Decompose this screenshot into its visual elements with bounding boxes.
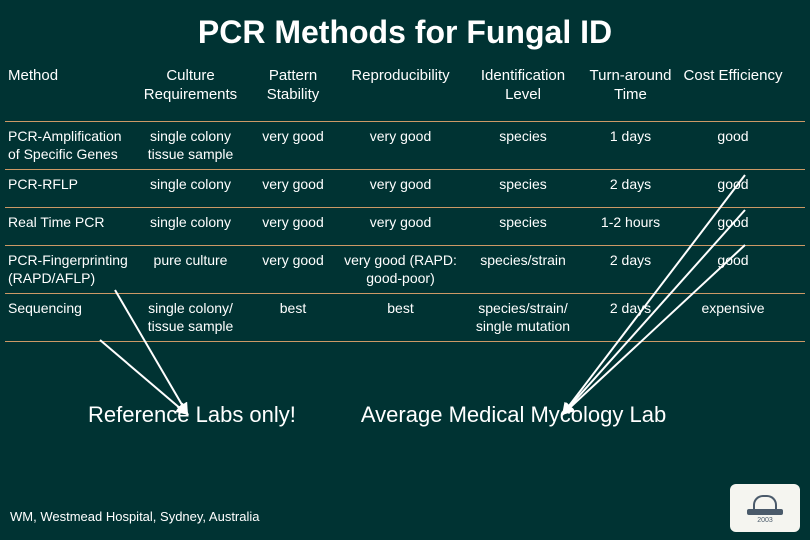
cell-turn: 1 days [583,128,678,146]
page-title: PCR Methods for Fungal ID [0,0,810,61]
cell-method: PCR-RFLP [5,176,133,194]
cell-method: PCR-Amplification of Specific Genes [5,128,133,163]
logo-year: 2003 [757,517,773,524]
cell-cost: good [678,214,788,232]
cell-culture: pure culture [133,252,248,270]
cell-pattern: best [248,300,338,318]
header-pattern: Pattern Stability [248,67,338,105]
cell-method: Real Time PCR [5,214,133,232]
footer-credit: WM, Westmead Hospital, Sydney, Australia [10,509,260,524]
header-method: Method [5,67,133,86]
cell-repro: very good (RAPD: good-poor) [338,252,463,287]
cell-pattern: very good [248,128,338,146]
table-row: Sequencing single colony/ tissue sample … [5,293,805,342]
table-row: PCR-RFLP single colony very good very go… [5,169,805,207]
cell-pattern: very good [248,176,338,194]
cell-pattern: very good [248,214,338,232]
average-lab-label: Average Medical Mycology Lab [361,402,666,428]
cell-culture: single colony/ tissue sample [133,300,248,335]
cell-ident: species/strain/ single mutation [463,300,583,335]
cell-ident: species/strain [463,252,583,270]
microscope-icon [747,493,783,515]
cell-ident: species [463,214,583,232]
reference-labs-label: Reference Labs only! [88,402,296,428]
table-header-row: Method Culture Requirements Pattern Stab… [5,61,805,121]
cell-cost: good [678,252,788,270]
table-row: Real Time PCR single colony very good ve… [5,207,805,245]
cell-turn: 2 days [583,300,678,318]
mycology-logo: 2003 [730,484,800,532]
cell-ident: species [463,176,583,194]
cell-repro: very good [338,128,463,146]
cell-culture: single colony tissue sample [133,128,248,163]
bottom-labels: Reference Labs only! Average Medical Myc… [0,402,810,428]
table-row: PCR-Amplification of Specific Genes sing… [5,121,805,169]
methods-table: Method Culture Requirements Pattern Stab… [0,61,810,342]
cell-culture: single colony [133,214,248,232]
header-repro: Reproducibility [338,67,463,86]
cell-method: Sequencing [5,300,133,318]
cell-cost: good [678,128,788,146]
cell-repro: very good [338,214,463,232]
cell-turn: 2 days [583,176,678,194]
header-culture: Culture Requirements [133,67,248,105]
cell-ident: species [463,128,583,146]
cell-repro: very good [338,176,463,194]
header-turn: Turn-around Time [583,67,678,105]
cell-repro: best [338,300,463,318]
table-row: PCR-Fingerprinting (RAPD/AFLP) pure cult… [5,245,805,293]
header-cost: Cost Efficiency [678,67,788,86]
cell-cost: good [678,176,788,194]
cell-turn: 2 days [583,252,678,270]
header-ident: Identification Level [463,67,583,105]
cell-culture: single colony [133,176,248,194]
cell-turn: 1-2 hours [583,214,678,232]
cell-cost: expensive [678,300,788,318]
cell-method: PCR-Fingerprinting (RAPD/AFLP) [5,252,133,287]
cell-pattern: very good [248,252,338,270]
